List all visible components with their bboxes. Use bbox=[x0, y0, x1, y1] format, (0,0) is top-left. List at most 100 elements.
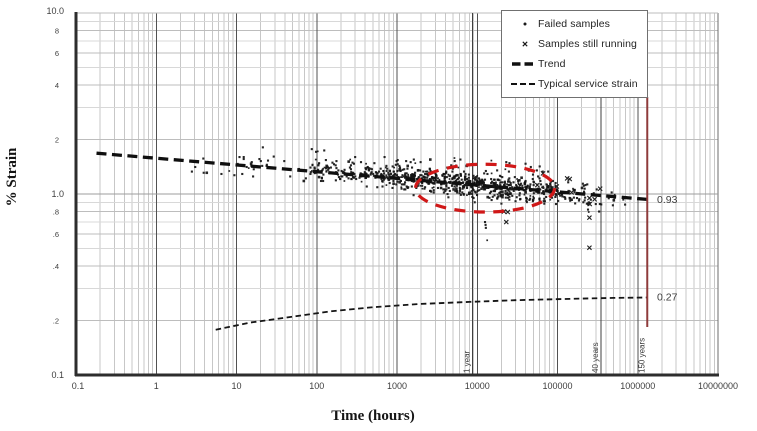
failed-sample-point bbox=[483, 220, 487, 224]
failed-sample-point bbox=[498, 174, 502, 177]
failed-sample-point bbox=[532, 195, 535, 198]
failed-sample-point bbox=[347, 160, 350, 163]
typical-service-strain-dash-marker bbox=[502, 79, 538, 89]
failed-sample-point bbox=[439, 186, 443, 190]
failed-sample-point bbox=[194, 165, 197, 169]
failed-sample-point bbox=[488, 192, 492, 195]
failed-sample-point bbox=[247, 167, 250, 169]
failed-sample-point bbox=[367, 167, 370, 170]
failed-sample-point bbox=[507, 189, 510, 192]
failed-sample-point bbox=[555, 194, 558, 197]
failed-sample-point bbox=[245, 165, 248, 169]
failed-sample-point bbox=[472, 196, 475, 200]
failed-sample-point bbox=[385, 164, 388, 167]
failed-sample-point bbox=[493, 178, 496, 181]
failed-sample-point bbox=[508, 198, 511, 201]
failed-sample-point bbox=[364, 176, 367, 180]
failed-sample-point bbox=[434, 172, 437, 175]
failed-sample-point bbox=[265, 163, 268, 166]
failed-sample-point bbox=[490, 198, 493, 202]
y-tick-labels: 10.0 8 6 4 2 1.0 .8 .6 .4 .2 0.1 bbox=[46, 6, 64, 380]
failed-sample-point bbox=[542, 186, 545, 190]
failed-sample-point bbox=[547, 170, 550, 173]
failed-sample-point bbox=[327, 167, 331, 170]
failed-sample-point bbox=[370, 168, 373, 171]
failed-sample-point bbox=[468, 192, 471, 196]
failed-sample-point bbox=[403, 168, 406, 171]
failed-sample-point bbox=[453, 160, 456, 163]
failed-sample-point bbox=[532, 181, 536, 184]
failed-sample-point bbox=[496, 193, 499, 196]
failed-sample-point bbox=[444, 173, 447, 175]
failed-sample-point bbox=[391, 186, 394, 190]
failed-sample-point bbox=[501, 193, 504, 197]
failed-sample-point bbox=[449, 181, 452, 184]
failed-sample-point bbox=[473, 181, 476, 184]
failed-sample-point bbox=[415, 186, 418, 190]
failed-sample-point bbox=[326, 165, 329, 169]
failed-sample-point bbox=[387, 171, 389, 174]
y-tick-label: 8 bbox=[55, 27, 59, 36]
running-sample-point bbox=[505, 209, 511, 215]
failed-sample-point bbox=[524, 186, 527, 189]
failed-sample-point bbox=[525, 187, 528, 190]
failed-sample-point bbox=[348, 166, 351, 169]
x-tick-labels: 0.1 1 10 100 1000 10000 100000 1000000 10000000 bbox=[72, 381, 738, 391]
failed-sample-point bbox=[249, 162, 253, 166]
y-tick-label: 1.0 bbox=[51, 189, 64, 199]
failed-sample-point bbox=[550, 196, 554, 199]
x-tick-label: 100 bbox=[309, 381, 324, 391]
failed-sample-point bbox=[532, 197, 535, 200]
running-sample-point bbox=[567, 176, 573, 182]
failed-sample-point bbox=[582, 201, 585, 204]
failed-sample-point bbox=[376, 172, 379, 175]
failed-sample-point bbox=[394, 163, 397, 166]
failed-sample-point bbox=[465, 177, 469, 181]
failed-sample-point bbox=[583, 187, 586, 190]
failed-sample-point bbox=[539, 183, 543, 186]
failed-sample-point bbox=[484, 226, 487, 229]
failed-sample-point bbox=[515, 184, 518, 187]
legend-label: Trend bbox=[538, 58, 566, 70]
failed-sample-point bbox=[415, 177, 418, 181]
failed-sample-point bbox=[445, 185, 448, 188]
failed-sample-point bbox=[335, 160, 338, 163]
failed-sample-point bbox=[554, 195, 557, 199]
failed-sample-point bbox=[354, 175, 357, 178]
failed-sample-point bbox=[381, 185, 384, 188]
failed-sample-point bbox=[436, 186, 440, 190]
failed-sample-point bbox=[372, 174, 376, 177]
failed-sample-point bbox=[335, 167, 338, 170]
failed-sample-point bbox=[403, 183, 406, 186]
failed-sample-point bbox=[366, 165, 369, 169]
failed-sample-point bbox=[405, 172, 408, 175]
y-tick-label: .2 bbox=[53, 317, 59, 326]
failed-sample-point bbox=[507, 170, 510, 173]
failed-sample-point bbox=[350, 177, 353, 181]
failed-sample-point bbox=[421, 184, 424, 187]
failed-sample-point bbox=[347, 177, 350, 180]
failed-sample-point bbox=[538, 165, 541, 168]
failed-sample-point bbox=[365, 168, 368, 171]
failed-sample-point bbox=[467, 179, 470, 182]
failed-sample-point bbox=[484, 223, 487, 226]
failed-sample-point bbox=[436, 177, 439, 180]
failed-sample-point bbox=[396, 163, 399, 166]
failed-sample-point bbox=[349, 158, 352, 161]
failed-sample-point bbox=[509, 192, 512, 196]
year-line-label: 40 years bbox=[591, 342, 600, 373]
failed-sample-point bbox=[442, 172, 445, 176]
failed-sample-point bbox=[406, 164, 410, 168]
failed-sample-point bbox=[419, 169, 422, 172]
failed-sample-point bbox=[525, 199, 528, 202]
failed-sample-point bbox=[523, 193, 526, 196]
failed-sample-point bbox=[432, 182, 435, 185]
failed-sample-point bbox=[428, 189, 432, 192]
failed-sample-point bbox=[457, 176, 460, 179]
failed-sample-point bbox=[524, 190, 527, 193]
x-tick-label: 1000000 bbox=[620, 381, 655, 391]
failed-sample-point bbox=[383, 172, 386, 175]
failed-sample-point bbox=[498, 179, 501, 182]
failed-sample-point bbox=[532, 192, 535, 195]
failed-sample-point bbox=[392, 179, 395, 183]
